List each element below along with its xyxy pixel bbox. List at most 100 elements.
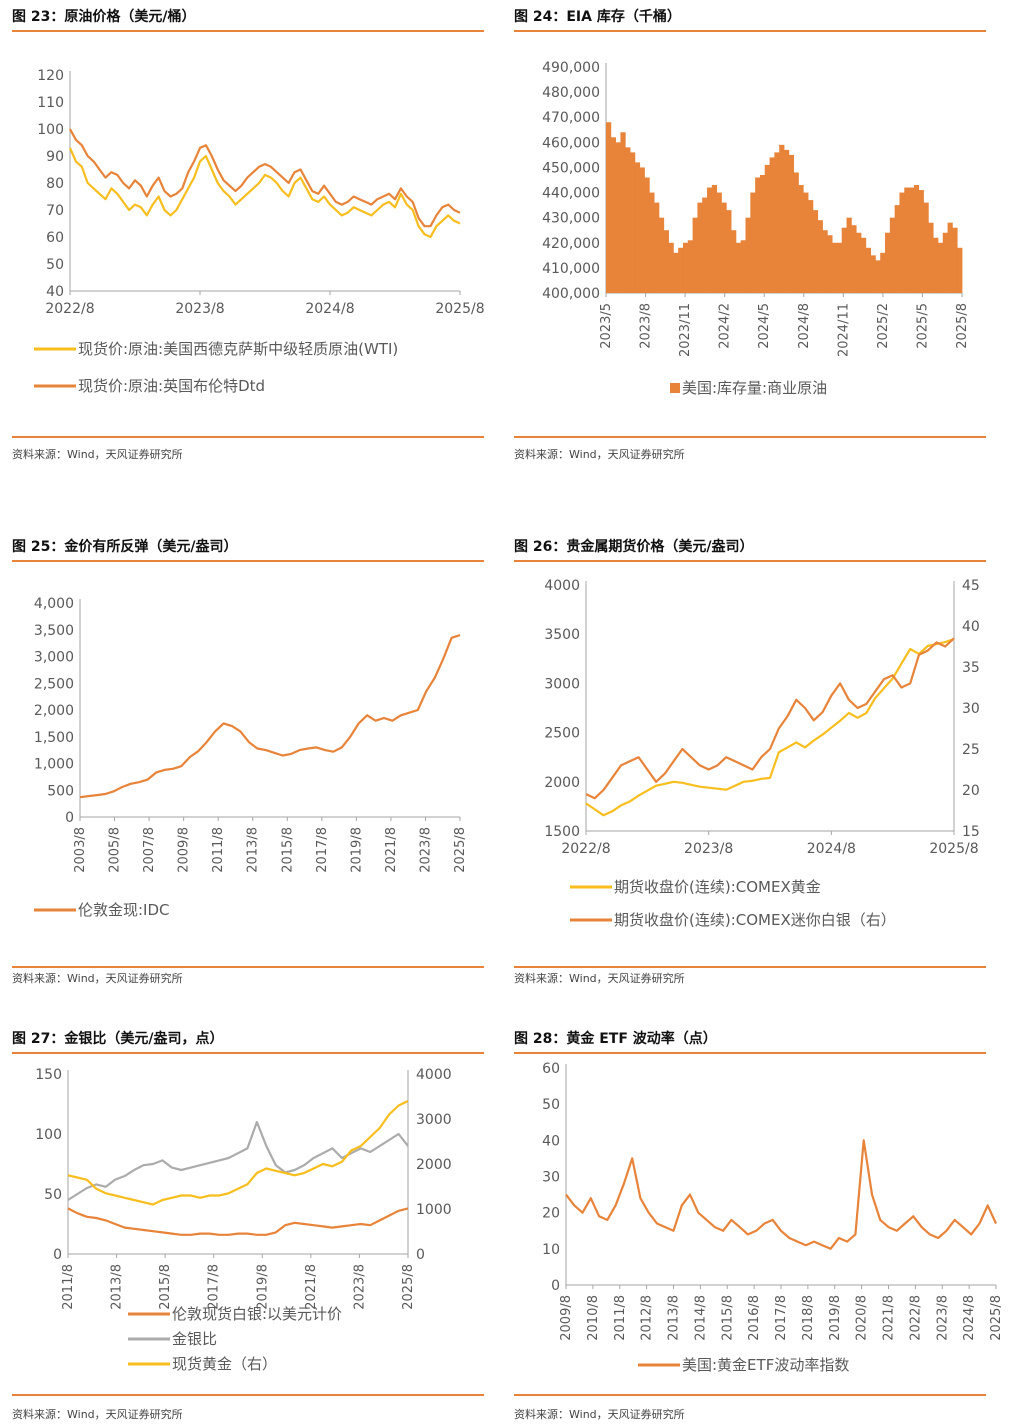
divider: [514, 436, 986, 438]
y-tick-label: 2,000: [34, 703, 74, 719]
bar: [639, 167, 645, 293]
panel-gold-price: 图 25：金价有所反弹（美元/盎司） 4,000 3,500 3,000 2,500 2…: [12, 530, 484, 990]
bar: [798, 185, 804, 293]
legend-label: 现货黄金（右）: [172, 1355, 277, 1373]
y-tick-label: 150: [35, 1067, 62, 1083]
x-tick-label: 2025/8: [401, 1264, 416, 1310]
bar: [750, 192, 756, 293]
bar: [692, 217, 698, 293]
divider: [12, 30, 484, 32]
y2-tick-label: 30: [962, 701, 980, 717]
y-tick-label: 10: [542, 1242, 560, 1258]
legend-label: 现货价:原油:英国布伦特Dtd: [78, 377, 265, 395]
legend-label: 现货价:原油:美国西德克萨斯中级轻质原油(WTI): [78, 340, 398, 358]
y2-tick-label: 35: [962, 660, 980, 676]
x-tick-label: 2021/8: [882, 1295, 897, 1341]
bar: [812, 210, 819, 293]
x-tick-label: 2011/8: [613, 1295, 628, 1341]
bar: [851, 225, 857, 293]
y2-tick-label: 20: [962, 783, 980, 799]
legend-swatch: [670, 383, 680, 393]
bar: [923, 202, 929, 293]
y2-tick-label: 4000: [416, 1067, 452, 1083]
bar: [817, 220, 823, 293]
bar: [625, 147, 631, 293]
series-line: [69, 128, 461, 228]
x-tick-label: 2024/8: [305, 301, 354, 317]
chart-title: 图 24：EIA 库存（千桶）: [514, 9, 681, 25]
bar: [880, 252, 886, 293]
y-tick-label: 50: [44, 1187, 62, 1203]
x-tick-label: 2023/8: [684, 841, 733, 857]
y-tick-label: 100: [35, 1127, 62, 1143]
x-tick-label: 2024/8: [807, 841, 856, 857]
x-tick-label: 2023/8: [639, 303, 654, 349]
series-line: [67, 1207, 409, 1236]
bar: [856, 232, 862, 293]
source-note: 资料来源：Wind，天风证券研究所: [514, 972, 685, 985]
legend-label: 伦敦现货白银:以美元计价: [172, 1305, 342, 1323]
x-tick-label: 2013/8: [667, 1295, 682, 1341]
bar: [682, 242, 689, 293]
x-tick-label: 2013/8: [246, 827, 261, 873]
series-line: [68, 147, 461, 239]
x-tick-label: 2009/8: [177, 827, 192, 873]
divider: [12, 966, 484, 968]
bar: [889, 217, 896, 293]
bar: [634, 162, 641, 293]
y-tick-label: 0: [65, 810, 74, 826]
x-tick-label: 2025/5: [915, 303, 930, 349]
bar: [904, 187, 910, 293]
legend-label: 美国:库存量:商业原油: [682, 379, 827, 397]
bar: [759, 174, 766, 293]
y-tick-label: 410,000: [542, 261, 600, 277]
y2-tick-label: 15: [962, 824, 980, 840]
bar: [784, 149, 790, 293]
y-tick-label: 500: [47, 783, 74, 799]
y-tick-label: 70: [46, 203, 64, 219]
bar: [808, 200, 814, 293]
y-tick-label: 50: [542, 1097, 560, 1113]
y-tick-label: 4000: [544, 578, 580, 594]
x-tick-label: 2024/8: [797, 303, 812, 349]
y-tick-label: 60: [542, 1061, 560, 1077]
x-tick-label: 2025/8: [955, 303, 970, 349]
divider: [12, 1394, 484, 1396]
bar: [832, 242, 838, 293]
source-note: 资料来源：Wind，天风证券研究所: [514, 448, 685, 461]
bar: [649, 192, 655, 293]
bar: [678, 247, 684, 293]
bar: [928, 222, 934, 293]
panel-gold-etf-vol: 图 28：黄金 ETF 波动率（点） 60 50 40 30 20 10 0 2009/8 20…: [514, 1022, 1004, 1422]
bar: [721, 202, 727, 293]
x-tick-label: 2023/8: [352, 1264, 367, 1310]
bar: [673, 252, 679, 293]
series-line: [585, 638, 955, 817]
bar: [707, 187, 713, 293]
y-tick-label: 80: [46, 176, 64, 192]
bar: [702, 197, 708, 293]
y-tick-label: 440,000: [542, 186, 600, 202]
bar: [644, 177, 650, 293]
bar: [913, 185, 920, 293]
x-tick-label: 2016/8: [747, 1295, 762, 1341]
x-tick-label: 2020/8: [855, 1295, 870, 1341]
bar: [731, 230, 737, 293]
panel-crude-oil: 图 23：原油价格（美元/桶） 120 110 100 90 80 70 60 50 40 202…: [12, 0, 485, 470]
panel-precious-futures: 图 26：贵金属期货价格（美元/盎司） 4000 3500 3000 2500 2000…: [514, 530, 986, 990]
y-tick-label: 100: [37, 122, 64, 138]
y-tick-label: 40: [46, 284, 64, 300]
y-tick-label: 1,000: [34, 757, 74, 773]
x-tick-label: 2025/8: [453, 827, 468, 873]
y-tick-label: 2,500: [34, 676, 74, 692]
bar: [827, 235, 833, 293]
bar: [947, 222, 953, 293]
x-tick-label: 2012/8: [640, 1295, 655, 1341]
series-line: [67, 1100, 409, 1206]
divider: [12, 436, 484, 438]
chart-title: 图 28：黄金 ETF 波动率（点）: [514, 1031, 717, 1047]
y-tick-label: 110: [37, 95, 64, 111]
divider: [514, 1394, 986, 1396]
y-tick-label: 60: [46, 230, 64, 246]
